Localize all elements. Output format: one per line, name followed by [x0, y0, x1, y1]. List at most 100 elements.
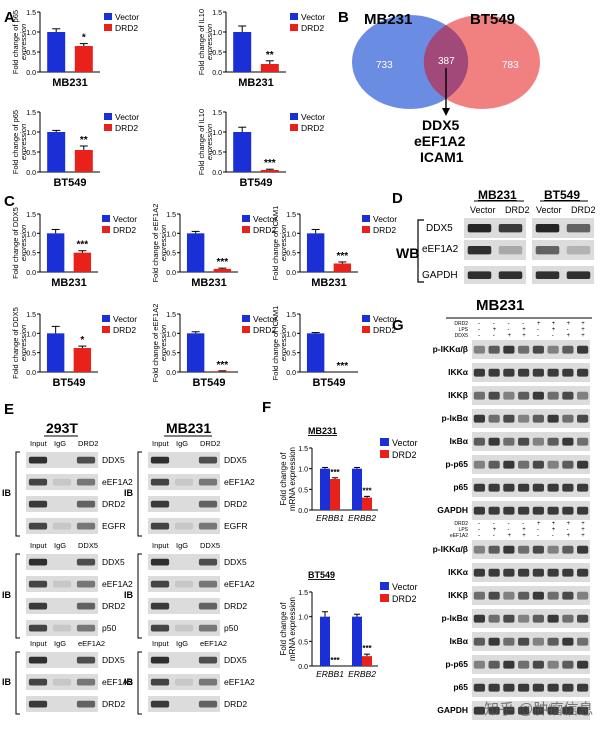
- g-treatment-sign: +: [581, 527, 585, 533]
- e-blot-row: [148, 598, 220, 614]
- bar-vector: [47, 32, 66, 72]
- g-row-label: p-IKKα/β: [433, 544, 468, 554]
- g-treatment-sign: -: [493, 533, 495, 539]
- legend-swatch-vector: [380, 582, 389, 590]
- panel-d-blots: [464, 218, 594, 284]
- g-row-label: p-IκBα: [442, 613, 469, 623]
- g-row-label: IKKβ: [448, 590, 468, 600]
- blot-band: [28, 624, 48, 632]
- bar-vector: [352, 468, 362, 510]
- blot-band: [488, 614, 500, 623]
- g-row-label: p-IκBα: [442, 413, 469, 423]
- blot-band: [518, 660, 530, 669]
- blot-strip: [26, 474, 98, 490]
- panel-d-row-2: eEF1A2: [422, 244, 459, 255]
- y-tick-label: 0.5: [298, 487, 308, 494]
- blot-strip: [472, 655, 590, 674]
- cell-line-label: BT549: [52, 377, 85, 389]
- legend-swatch-drd2: [102, 226, 110, 233]
- panel-d-lane-4: DRD2: [571, 205, 596, 215]
- legend-swatch-vector: [104, 13, 112, 20]
- e-blot-row: [26, 518, 98, 534]
- panel-e-header-2: MB231: [166, 420, 211, 436]
- g-treatment-label: eEF1A2: [450, 533, 468, 539]
- blot-band: [52, 624, 72, 632]
- y-tick-label: 0.0: [212, 170, 222, 177]
- blot-band: [577, 545, 589, 554]
- g-treatment-sign: -: [478, 327, 480, 333]
- y-tick-label: 0.0: [212, 70, 222, 77]
- legend-label-vector: Vector: [115, 112, 139, 122]
- y-axis-label: Fold change of eEF1A2: [151, 204, 160, 283]
- blot-band: [535, 246, 560, 255]
- y-tick-label: 0.5: [26, 351, 36, 358]
- g-treatment-sign: -: [493, 321, 495, 327]
- venn-right-count: 783: [502, 60, 519, 71]
- ib-bracket: [15, 451, 20, 537]
- blot-strip: [532, 240, 594, 260]
- y-tick-label: 0.5: [212, 150, 222, 157]
- ib-bracket: [137, 553, 142, 639]
- blot-band: [532, 591, 544, 600]
- g-treatment-sign: -: [537, 533, 539, 539]
- blot-strip: [26, 598, 98, 614]
- y-axis-label: Fold change of: [279, 452, 288, 506]
- bar-vector: [233, 132, 252, 172]
- e-lane-label: IgG: [54, 439, 66, 448]
- e-row-label: DDX5: [224, 557, 247, 567]
- blot-band: [473, 345, 485, 354]
- e-blot-row: [26, 496, 98, 512]
- blot-band: [547, 545, 559, 554]
- legend-swatch-drd2: [362, 226, 370, 233]
- g-row-label: p-IKKα/β: [433, 344, 468, 354]
- bar-drd2: [362, 497, 372, 510]
- legend-label-vector: Vector: [115, 12, 139, 22]
- g-treatment-sign: +: [522, 533, 526, 539]
- blot-band: [562, 460, 574, 469]
- y-tick-label: 1.5: [26, 10, 36, 17]
- e-row-label: p50: [224, 623, 238, 633]
- blot-band: [518, 391, 530, 400]
- y-axis-label-gene: expression: [19, 124, 28, 160]
- g-treatment-sign: +: [581, 521, 585, 527]
- blot-band: [503, 506, 515, 515]
- blot-strip: [532, 218, 594, 238]
- cell-line-label: BT549: [53, 177, 86, 189]
- blot-band: [488, 483, 500, 492]
- blot-band: [28, 580, 48, 588]
- legend-label-vector: Vector: [253, 214, 277, 224]
- blot-band: [198, 678, 218, 686]
- significance-mark: *: [80, 335, 84, 346]
- legend-swatch-vector: [362, 315, 370, 322]
- y-tick-label: 1.0: [298, 467, 308, 474]
- blot-band: [488, 545, 500, 554]
- legend-swatch-vector: [102, 215, 110, 222]
- y-axis-label-gene: expression: [205, 124, 214, 160]
- legend-label-vector: Vector: [373, 214, 397, 224]
- y-tick-label: 0.0: [26, 370, 36, 377]
- y-tick-label: 1.5: [212, 10, 222, 17]
- blot-band: [566, 246, 591, 255]
- cell-line-label: MB231: [238, 77, 273, 89]
- blot-band: [518, 483, 530, 492]
- blot-band: [532, 437, 544, 446]
- g-blot-row: [472, 363, 590, 382]
- d-blot-ddx5-bt549: [532, 218, 594, 238]
- panel-d-wb-label: WB: [396, 245, 419, 261]
- e-lane-label: Input: [152, 439, 170, 448]
- blot-strip: [148, 620, 220, 636]
- e-blot-row: [148, 674, 220, 690]
- bar-vector: [352, 616, 362, 666]
- g-treatment-label: DRD2: [454, 321, 468, 327]
- panel-d-cell-2: BT549: [544, 188, 580, 202]
- g-treatment-sign: +: [581, 327, 585, 333]
- legend-label-drd2: DRD2: [301, 123, 324, 133]
- e-row-label: DDX5: [224, 655, 247, 665]
- legend-label-drd2: DRD2: [373, 225, 396, 235]
- g-blot-row: [472, 540, 590, 559]
- blot-band: [174, 522, 194, 530]
- blot-band: [198, 500, 218, 508]
- e-lane-label: DDX5: [78, 541, 98, 550]
- e-lane-label: Input: [152, 639, 170, 648]
- g-treatment-sign: -: [478, 333, 480, 339]
